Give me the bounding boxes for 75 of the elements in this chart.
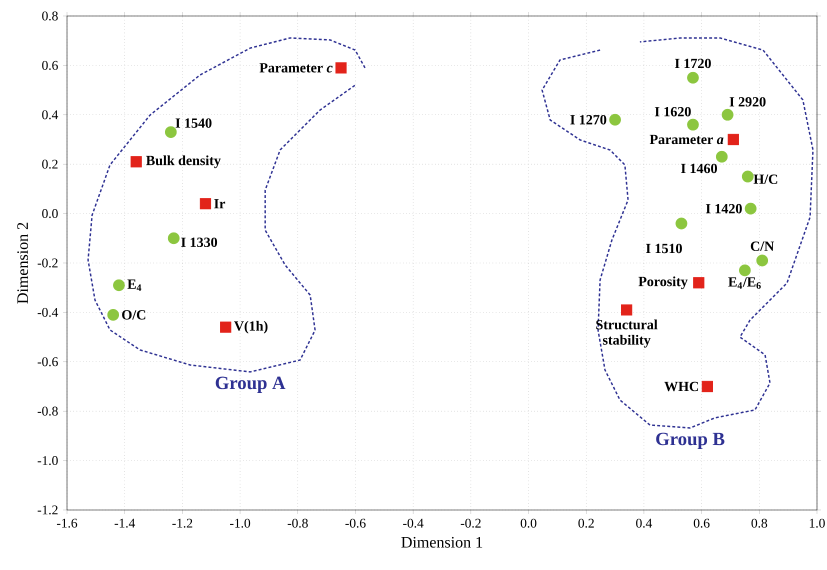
point [113, 279, 125, 292]
point [728, 134, 739, 146]
x-tick-label: 0.8 [751, 518, 768, 528]
annotation: I 1270 [570, 115, 606, 124]
x-tick-label: -0.4 [403, 518, 424, 528]
point [164, 126, 177, 138]
point [676, 218, 688, 230]
x-tick-label: -0.6 [345, 518, 366, 528]
point [130, 156, 142, 168]
x-tick-label: -1.6 [56, 518, 78, 528]
x-tick-label: -1.4 [114, 518, 136, 528]
point [722, 108, 734, 121]
series-label: Group B [656, 432, 724, 450]
annotation: WHC [664, 382, 698, 392]
x-tick-label: -0.2 [460, 518, 481, 528]
annotation: I 1420 [706, 204, 742, 214]
point [756, 254, 768, 266]
y-tick-label: -0.4 [38, 308, 58, 317]
annotation: H/C [754, 174, 778, 184]
annotation: Structural stability [596, 320, 658, 348]
x-tick-label: -1.2 [172, 518, 192, 528]
annotation: O/C [122, 310, 146, 320]
annotation: Ir [214, 199, 226, 208]
line-series [541, 37, 814, 429]
x-tick-label: 0.2 [578, 518, 594, 528]
y-tick-label: -1.0 [38, 456, 58, 466]
y-tick-label: 0.4 [42, 110, 58, 120]
annotation: Parameter c [260, 63, 333, 73]
annotation: I 1720 [674, 58, 711, 68]
point [716, 150, 728, 163]
y-tick-label: 0.0 [42, 209, 58, 218]
annotation: Porosity [638, 276, 688, 290]
y-tick-label: 0.2 [42, 160, 58, 169]
point [621, 304, 632, 316]
annotation: E$_{4}$/E$_{6}$ [728, 277, 761, 289]
y-tick-label: 0.6 [42, 60, 58, 70]
annotation: I 1330 [181, 238, 218, 248]
point [200, 198, 212, 210]
y-tick-label: -0.6 [38, 357, 58, 366]
point [687, 72, 699, 84]
point [702, 380, 713, 392]
point [742, 170, 754, 182]
y-axis-title: Dimension 2 [17, 222, 28, 304]
x-tick-label: -0.8 [288, 518, 308, 528]
annotation: C/N [750, 242, 774, 251]
annotation: I 2920 [730, 97, 766, 107]
point [687, 118, 699, 131]
point [335, 62, 347, 74]
point [609, 114, 621, 126]
series-label: Group A [216, 376, 286, 393]
point [168, 232, 180, 244]
x-tick-label: 0.0 [520, 518, 536, 528]
annotation: E$_{4}$ [127, 280, 142, 291]
annotation: I 1460 [681, 164, 717, 174]
x-tick-label: 0.6 [694, 518, 710, 528]
x-axis-title: Dimension 1 [401, 536, 482, 548]
annotation: I 1510 [646, 244, 682, 254]
point [744, 202, 757, 215]
annotation: V(1h) [234, 320, 268, 334]
annotation: Parameter a [650, 134, 724, 144]
point [107, 308, 120, 321]
y-tick-label: 0.8 [42, 11, 58, 21]
y-tick-label: -0.2 [38, 258, 58, 268]
x-tick-label: 1.0 [810, 518, 825, 528]
point [739, 264, 751, 276]
point [220, 322, 232, 333]
line-series [87, 37, 366, 373]
x-tick-label: 0.4 [636, 518, 652, 528]
annotation: I 1540 [176, 118, 212, 128]
y-tick-label: -0.8 [38, 406, 58, 416]
point [693, 277, 704, 288]
x-tick-label: -1.0 [230, 518, 250, 528]
annotation: Bulk density [146, 155, 221, 168]
annotation: I 1620 [654, 106, 691, 116]
y-tick-label: -1.2 [38, 505, 58, 514]
